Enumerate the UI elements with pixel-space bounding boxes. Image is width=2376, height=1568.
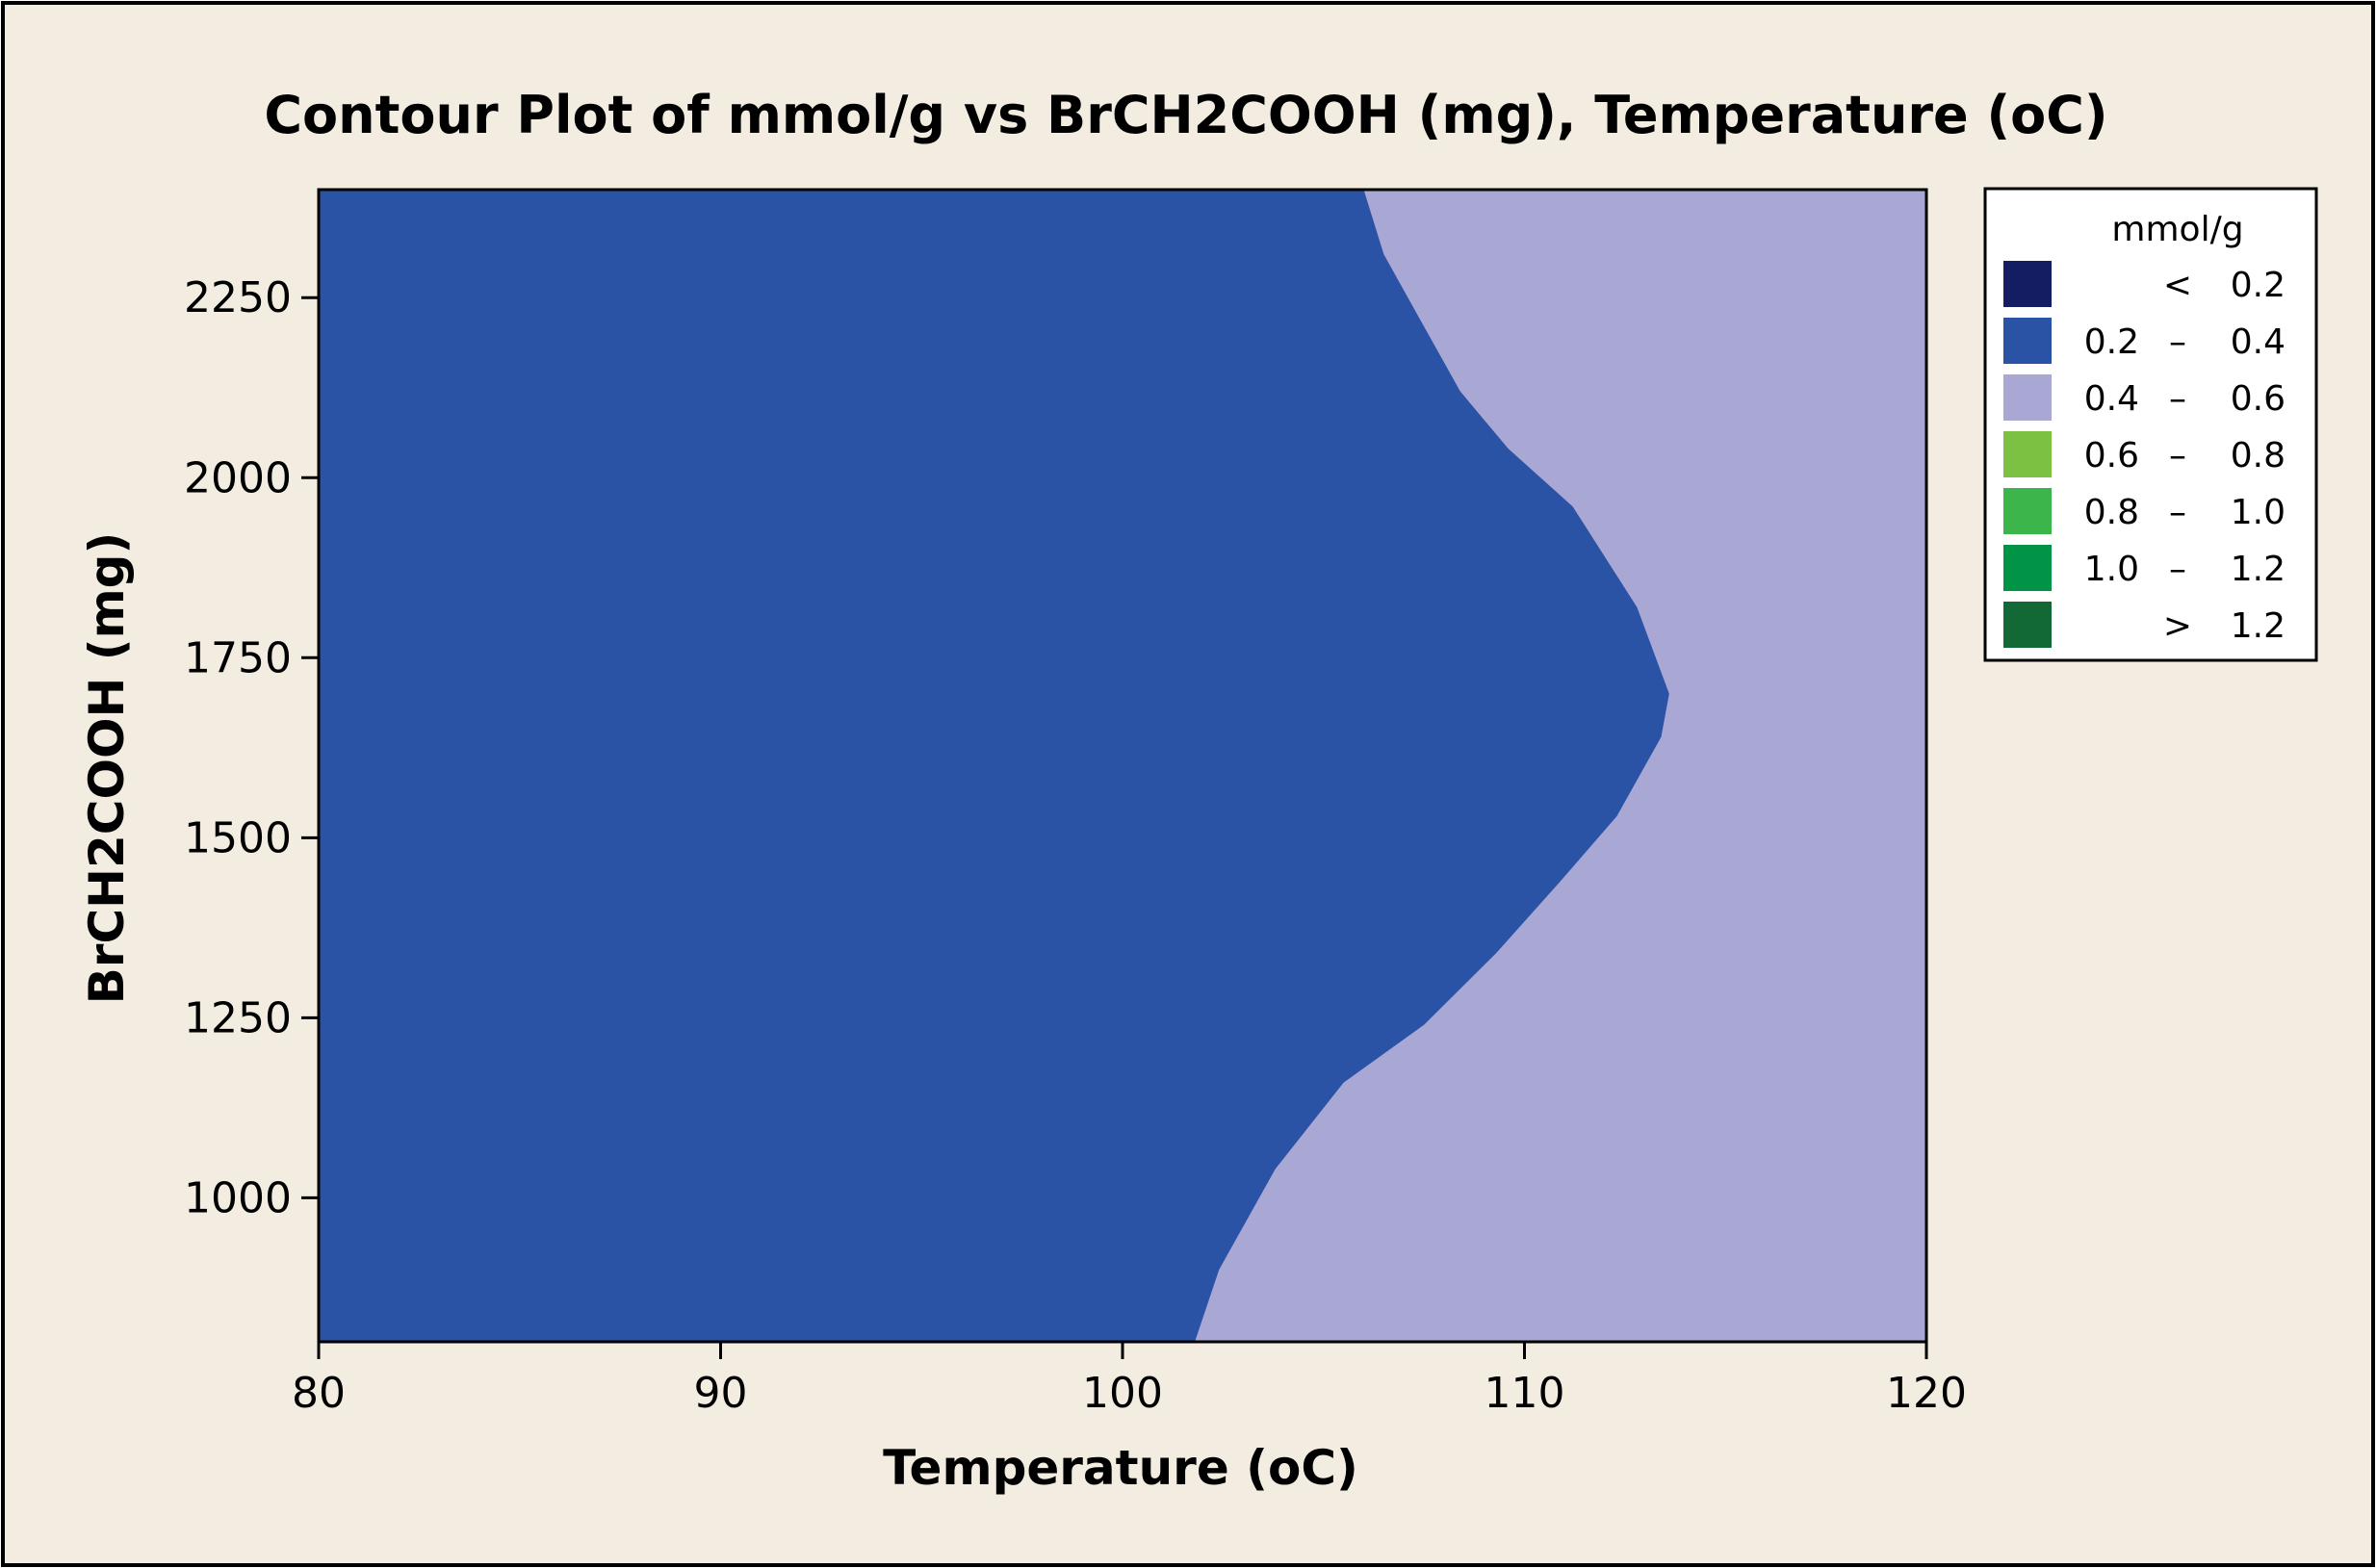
x-tick-label: 100 bbox=[1082, 1369, 1163, 1418]
legend-separator: < bbox=[2163, 266, 2192, 305]
legend-swatch bbox=[2003, 602, 2052, 648]
legend-title: mmol/g bbox=[2111, 210, 2243, 249]
y-tick-label: 2000 bbox=[184, 453, 292, 502]
y-axis-label: BrCH2COOH (mg) bbox=[79, 532, 135, 1005]
y-axis: 1000 1250 1500 1750 2000 2250 bbox=[184, 273, 319, 1222]
y-tick-label: 1000 bbox=[184, 1173, 292, 1222]
legend-items: <0.20.2–0.40.4–0.60.6–0.80.8–1.01.0–1.2>… bbox=[2003, 261, 2286, 648]
legend-separator: – bbox=[2169, 550, 2186, 589]
legend-high-value: 0.4 bbox=[2231, 322, 2286, 362]
legend-high-value: 1.0 bbox=[2231, 493, 2286, 532]
chart-title: Contour Plot of mmol/g vs BrCH2COOH (mg)… bbox=[264, 85, 2107, 145]
x-axis-label: Temperature (oC) bbox=[883, 1440, 1358, 1496]
legend-low-value: 0.2 bbox=[2084, 322, 2139, 362]
legend-high-value: 0.2 bbox=[2231, 266, 2286, 305]
legend-separator: – bbox=[2169, 322, 2186, 362]
legend-swatch bbox=[2003, 545, 2052, 591]
legend-low-value: 0.4 bbox=[2084, 379, 2139, 419]
y-tick-label: 2250 bbox=[184, 273, 292, 322]
legend-swatch bbox=[2003, 488, 2052, 534]
legend-separator: – bbox=[2169, 379, 2186, 419]
y-tick-label: 1750 bbox=[184, 633, 292, 682]
legend-low-value: 0.6 bbox=[2084, 436, 2139, 476]
legend-high-value: 1.2 bbox=[2231, 550, 2286, 589]
x-tick-label: 120 bbox=[1886, 1369, 1967, 1418]
legend-separator: > bbox=[2163, 606, 2192, 646]
x-tick-label: 80 bbox=[292, 1369, 346, 1418]
legend-swatch bbox=[2003, 318, 2052, 364]
legend-low-value: 0.8 bbox=[2084, 493, 2139, 532]
x-tick-label: 90 bbox=[694, 1369, 748, 1418]
y-tick-label: 1500 bbox=[184, 813, 292, 862]
legend-separator: – bbox=[2169, 493, 2186, 532]
contour-region-0.2-0.4 bbox=[319, 190, 1669, 1342]
x-axis: 80 90 100 110 120 bbox=[292, 1342, 1967, 1418]
plot-area bbox=[317, 188, 1928, 1344]
legend-swatch bbox=[2003, 374, 2052, 421]
legend-swatch bbox=[2003, 261, 2052, 307]
legend-high-value: 0.6 bbox=[2231, 379, 2286, 419]
legend-swatch bbox=[2003, 431, 2052, 477]
y-tick-label: 1250 bbox=[184, 993, 292, 1042]
legend-separator: – bbox=[2169, 436, 2186, 476]
legend-high-value: 0.8 bbox=[2231, 436, 2286, 476]
legend: mmol/g <0.20.2–0.40.4–0.60.6–0.80.8–1.01… bbox=[1983, 187, 2318, 662]
legend-low-value: 1.0 bbox=[2084, 550, 2139, 589]
legend-high-value: 1.2 bbox=[2231, 606, 2286, 646]
x-tick-label: 110 bbox=[1485, 1369, 1565, 1418]
